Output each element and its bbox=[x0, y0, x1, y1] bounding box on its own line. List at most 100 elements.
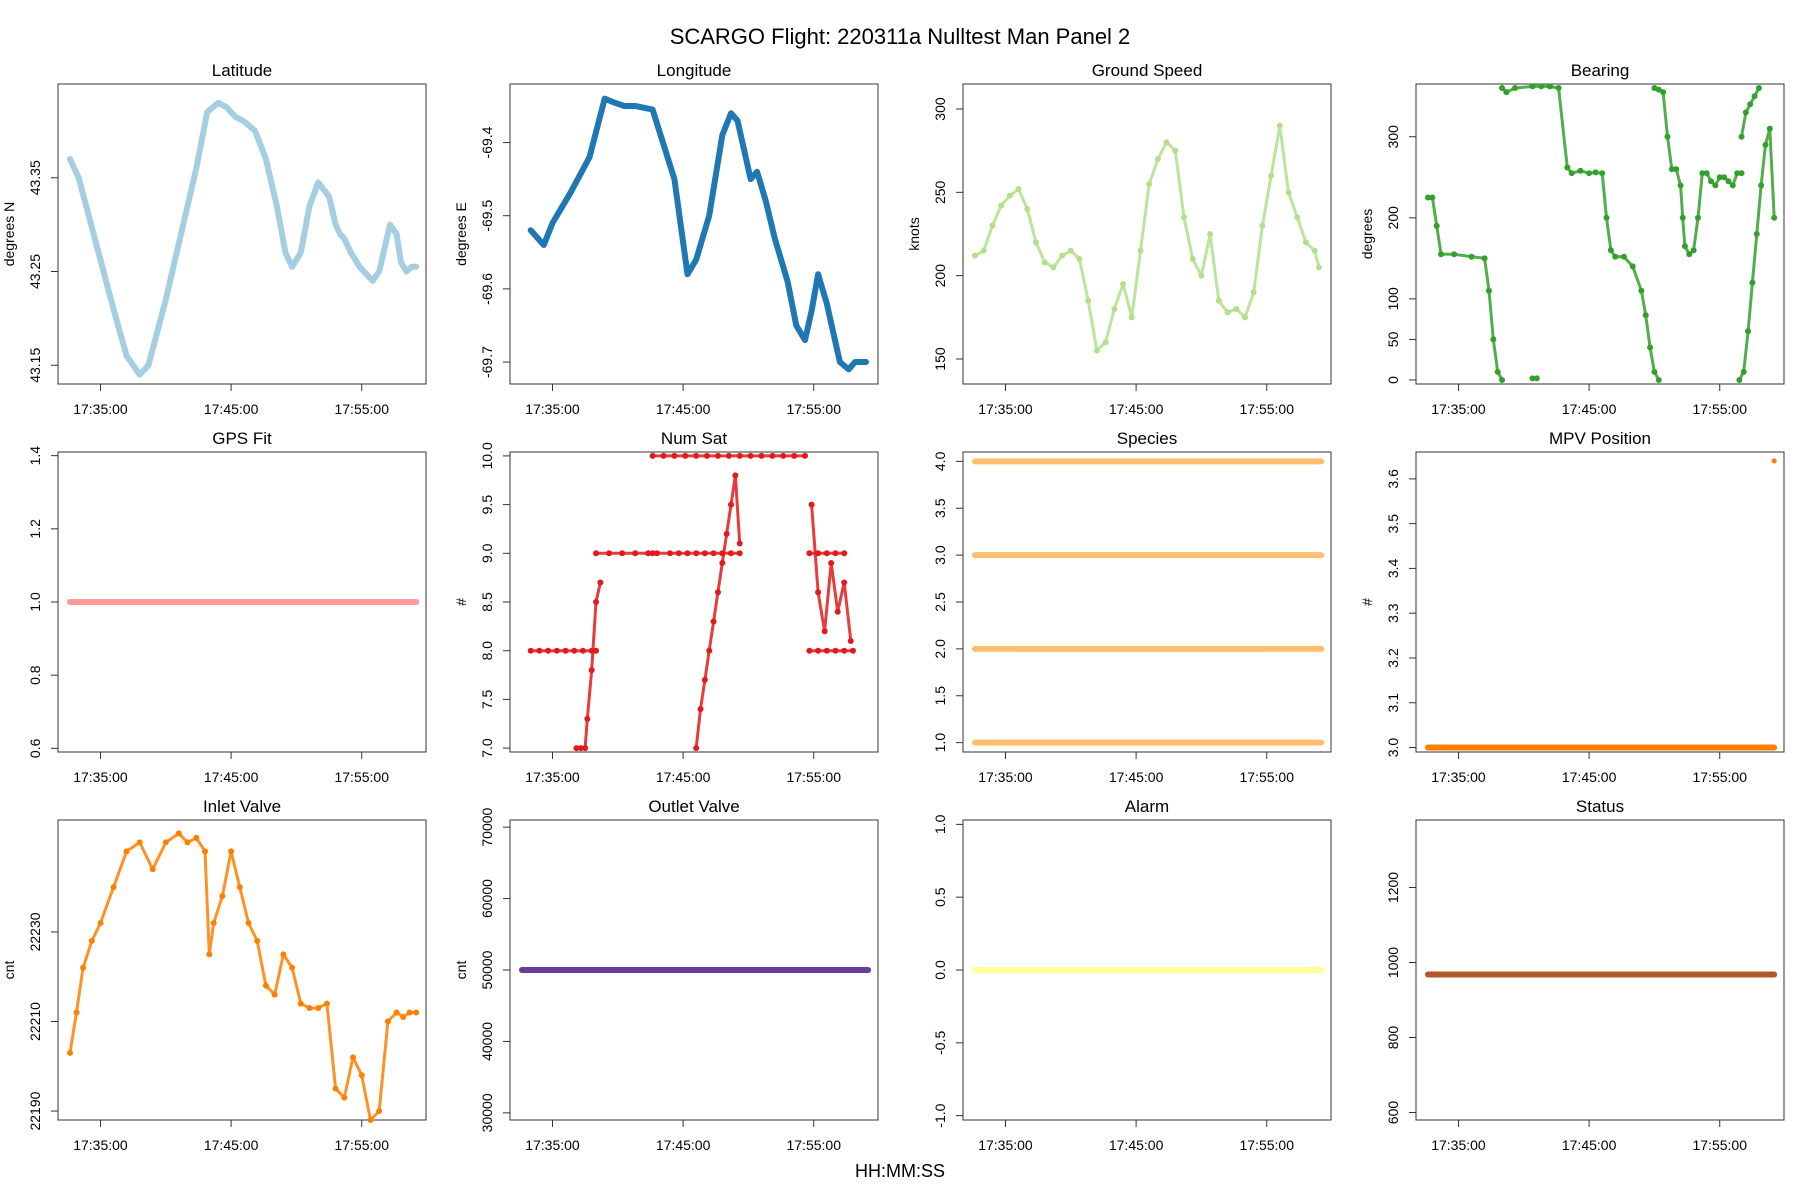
data-point bbox=[1268, 172, 1275, 179]
data-point bbox=[1729, 182, 1736, 189]
data-point bbox=[1041, 259, 1048, 266]
x-tick-label: 17:45:00 bbox=[656, 769, 711, 785]
data-point bbox=[280, 951, 287, 958]
data-point bbox=[341, 236, 347, 242]
data-point bbox=[1771, 214, 1778, 221]
panel-status: Status 17:35:00 17:45:00 17:55:00 600 800 1000… bbox=[1385, 797, 1785, 1153]
data-point bbox=[772, 235, 778, 241]
data-point bbox=[245, 919, 252, 926]
data-point bbox=[610, 99, 616, 105]
data-point bbox=[111, 306, 117, 312]
data-point bbox=[274, 203, 280, 209]
data-point bbox=[588, 667, 595, 674]
data-point bbox=[403, 269, 409, 274]
data-point bbox=[834, 608, 841, 615]
figure-xlabel: HH:MM:SS bbox=[855, 1161, 945, 1181]
data-point bbox=[88, 937, 95, 944]
data-point bbox=[562, 647, 569, 654]
data-point bbox=[747, 452, 754, 459]
data-point bbox=[1529, 375, 1536, 382]
series-trace bbox=[1653, 86, 1742, 256]
data-point bbox=[671, 452, 678, 459]
data-point bbox=[201, 848, 208, 855]
y-tick-label: 9.5 bbox=[479, 495, 495, 515]
plot-frame bbox=[1415, 819, 1785, 1121]
y-axis-label: cnt bbox=[1, 961, 17, 980]
data-point bbox=[649, 452, 656, 459]
x-tick-label: 17:35:00 bbox=[73, 1137, 128, 1153]
panel-title: Species bbox=[1117, 429, 1177, 448]
data-point bbox=[1745, 328, 1752, 335]
series-trace bbox=[810, 504, 853, 642]
data-point bbox=[271, 991, 278, 998]
data-point bbox=[645, 550, 652, 557]
data-point bbox=[1564, 164, 1571, 171]
data-point bbox=[802, 337, 808, 343]
y-tick-label: 8.0 bbox=[479, 641, 495, 661]
data-point bbox=[1259, 222, 1266, 229]
data-point bbox=[137, 372, 143, 378]
y-tick-label: 8.5 bbox=[479, 592, 495, 612]
panels: Latitude degrees N 17:35:00 17:45:00 17:55:0… bbox=[1, 61, 1785, 1153]
data-point bbox=[830, 330, 836, 336]
data-point bbox=[972, 458, 978, 464]
data-point bbox=[684, 550, 691, 557]
data-point bbox=[865, 967, 871, 973]
y-tick-label: 3.5 bbox=[1385, 514, 1401, 534]
data-point bbox=[1015, 186, 1022, 192]
data-point bbox=[76, 175, 82, 181]
data-point bbox=[383, 240, 389, 246]
data-point bbox=[337, 231, 343, 237]
data-point bbox=[289, 964, 296, 971]
x-tick-label: 17:35:00 bbox=[73, 401, 128, 417]
data-point bbox=[1771, 458, 1777, 464]
y-tick-label: -0.5 bbox=[932, 1031, 948, 1055]
data-point bbox=[1207, 231, 1214, 237]
data-point bbox=[163, 297, 169, 303]
data-point bbox=[376, 269, 382, 274]
data-point bbox=[306, 1005, 313, 1012]
x-tick-label: 17:55:00 bbox=[334, 401, 389, 417]
data-point bbox=[584, 715, 591, 722]
data-point bbox=[847, 637, 854, 644]
data-point bbox=[998, 202, 1005, 209]
data-point bbox=[650, 107, 656, 113]
panel-alarm: Alarm 17:35:00 17:45:00 17:55:00 -1.0 -0.5 0.0… bbox=[932, 797, 1332, 1153]
series-line bbox=[527, 95, 869, 373]
panel-title: MPV Position bbox=[1549, 429, 1651, 448]
x-tick-label: 17:55:00 bbox=[1692, 401, 1747, 417]
data-point bbox=[1181, 214, 1188, 221]
data-point bbox=[1076, 256, 1083, 262]
data-point bbox=[710, 550, 717, 557]
data-point bbox=[1529, 83, 1536, 90]
y-tick-label: 3.0 bbox=[1385, 738, 1401, 758]
data-point bbox=[1647, 344, 1654, 351]
data-point bbox=[859, 359, 865, 365]
data-point bbox=[852, 359, 858, 365]
data-point bbox=[1102, 339, 1109, 346]
y-tick-label: 3.0 bbox=[932, 545, 948, 565]
data-point bbox=[1555, 85, 1562, 92]
panel-species: Species 17:35:00 17:45:00 17:55:00 1.0 1.5 2.0… bbox=[932, 429, 1332, 785]
y-tick-label: 30000 bbox=[479, 1093, 495, 1132]
y-tick-label: 22230 bbox=[27, 912, 43, 951]
y-axis-label: degrees bbox=[1359, 209, 1375, 260]
panel-outlet-valve: Outlet Valve cnt 17:35:00 17:45:00 17:55:00 3… bbox=[453, 797, 879, 1153]
data-point bbox=[1690, 247, 1697, 254]
data-point bbox=[350, 1054, 357, 1061]
data-point bbox=[1755, 85, 1762, 92]
data-point bbox=[980, 247, 987, 254]
x-tick-label: 17:35:00 bbox=[978, 1137, 1033, 1153]
y-tick-label: 3.3 bbox=[1385, 603, 1401, 623]
y-tick-label: 0.5 bbox=[932, 887, 948, 907]
data-point bbox=[736, 540, 743, 547]
data-point bbox=[808, 501, 815, 508]
data-point bbox=[719, 560, 726, 567]
x-tick-label: 17:35:00 bbox=[525, 769, 580, 785]
data-point bbox=[1451, 251, 1458, 258]
data-point bbox=[632, 550, 639, 557]
x-tick-label: 17:55:00 bbox=[1239, 769, 1294, 785]
panel-mpv-position: MPV Position #17:35:00 17:45:00 17:55:00 3.0… bbox=[1359, 429, 1785, 785]
data-point bbox=[832, 550, 839, 557]
